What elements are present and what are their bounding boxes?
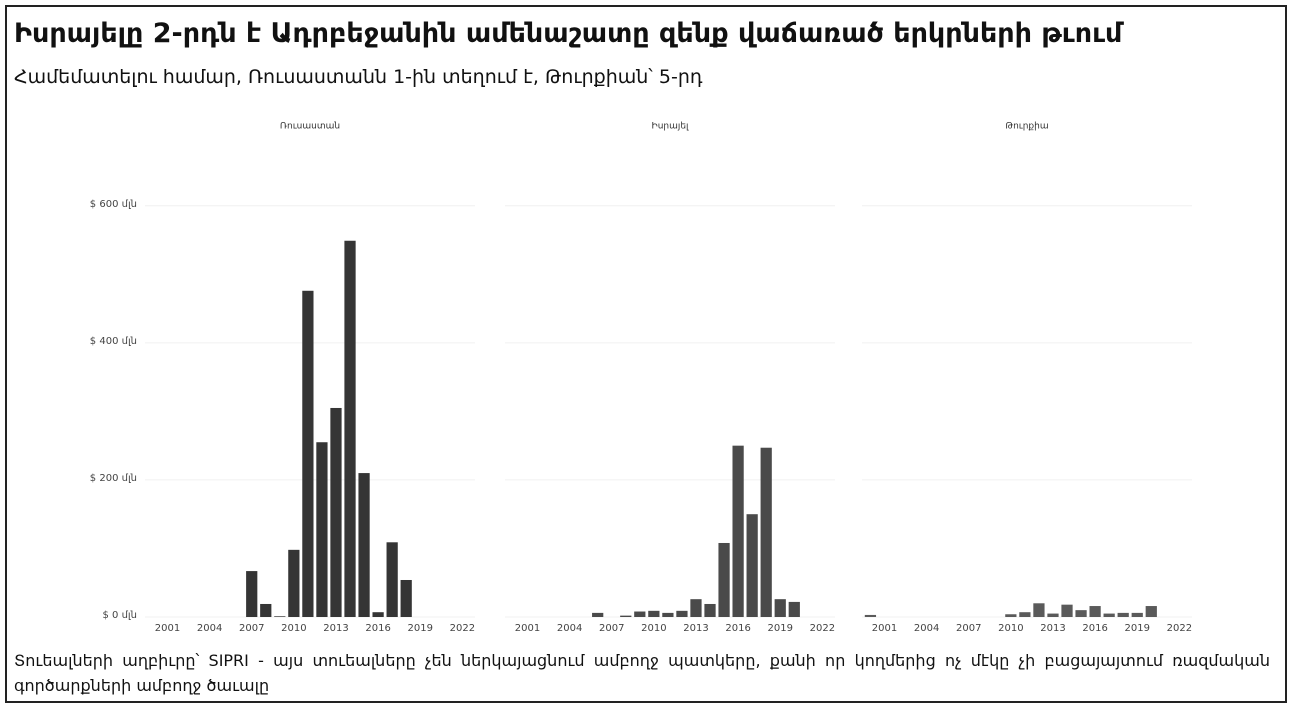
bar bbox=[1019, 612, 1031, 617]
bar bbox=[330, 407, 342, 617]
bar bbox=[246, 571, 258, 617]
bar bbox=[620, 615, 632, 617]
panel-title: Իսրայել bbox=[652, 122, 690, 132]
x-tick-label: 2004 bbox=[557, 623, 582, 634]
bar bbox=[746, 514, 758, 617]
x-tick-label: 2001 bbox=[872, 623, 897, 634]
bar bbox=[690, 599, 702, 617]
bar bbox=[358, 473, 370, 617]
bar bbox=[732, 445, 744, 617]
y-tick-label: $ 600 մլն bbox=[90, 199, 137, 210]
x-tick-label: 2013 bbox=[683, 623, 708, 634]
x-tick-label: 2016 bbox=[1082, 623, 1107, 634]
bar bbox=[1061, 604, 1073, 617]
x-tick-label: 2022 bbox=[1167, 623, 1192, 634]
bar bbox=[788, 601, 800, 617]
x-tick-label: 2001 bbox=[515, 623, 540, 634]
x-tick-label: 2016 bbox=[365, 623, 390, 634]
panel-title: Թուրքիա bbox=[1005, 122, 1048, 132]
x-tick-label: 2019 bbox=[408, 623, 433, 634]
x-tick-label: 2013 bbox=[323, 623, 348, 634]
x-tick-label: 2004 bbox=[914, 623, 939, 634]
bar bbox=[676, 610, 688, 617]
y-tick-label: $ 200 մլն bbox=[90, 473, 137, 484]
x-tick-label: 2001 bbox=[155, 623, 180, 634]
bar bbox=[1005, 614, 1017, 617]
bar bbox=[316, 442, 328, 617]
bar bbox=[344, 240, 356, 617]
x-tick-label: 2010 bbox=[641, 623, 666, 634]
x-tick-label: 2022 bbox=[450, 623, 475, 634]
bar bbox=[274, 616, 286, 617]
bar bbox=[1145, 606, 1157, 617]
bar bbox=[1047, 613, 1059, 617]
frame bbox=[5, 5, 1287, 703]
bar bbox=[774, 599, 786, 617]
bar bbox=[260, 603, 272, 617]
x-tick-label: 2007 bbox=[599, 623, 624, 634]
bar bbox=[1103, 613, 1115, 617]
y-tick-label: $ 400 մլն bbox=[90, 336, 137, 347]
bar bbox=[1131, 612, 1143, 617]
bar bbox=[372, 612, 384, 617]
bar bbox=[592, 612, 604, 617]
x-tick-label: 2010 bbox=[281, 623, 306, 634]
title: Իսրայելը 2-րդն է Ադրբեջանին ամենաշատը զե… bbox=[14, 18, 1123, 49]
x-tick-label: 2004 bbox=[197, 623, 222, 634]
panel-title: Ռուսաստան bbox=[280, 122, 340, 132]
bar bbox=[302, 290, 314, 617]
x-tick-label: 2019 bbox=[768, 623, 793, 634]
bar bbox=[662, 612, 674, 617]
x-tick-label: 2007 bbox=[239, 623, 264, 634]
bar bbox=[864, 614, 877, 617]
bar bbox=[648, 610, 660, 617]
chart: Ռուսաստան $ 0 մլն $ 200 մլն $ 400 մլն $ 600 … bbox=[90, 122, 1192, 635]
x-tick-label: 2007 bbox=[956, 623, 981, 634]
x-tick-label: 2019 bbox=[1125, 623, 1150, 634]
bar bbox=[760, 447, 772, 617]
bar bbox=[718, 542, 730, 617]
bar bbox=[1117, 612, 1129, 617]
bar bbox=[704, 603, 716, 617]
bar bbox=[1089, 606, 1101, 617]
bar bbox=[1033, 603, 1045, 617]
bar bbox=[1075, 610, 1087, 617]
y-tick-label: $ 0 մլն bbox=[103, 610, 137, 621]
bar bbox=[288, 549, 300, 617]
bar bbox=[634, 611, 646, 617]
subtitle: Համեմատելու համար, Ռուսաստանն 1-ին տեղու… bbox=[14, 66, 703, 88]
x-tick-label: 2013 bbox=[1040, 623, 1065, 634]
source: Տուեալների աղբիւրը՝ SIPRI - այս տուեալնե… bbox=[14, 651, 1270, 695]
x-tick-label: 2022 bbox=[810, 623, 835, 634]
x-tick-label: 2010 bbox=[998, 623, 1023, 634]
bar bbox=[400, 579, 412, 617]
bar bbox=[386, 542, 398, 617]
x-tick-label: 2016 bbox=[725, 623, 750, 634]
